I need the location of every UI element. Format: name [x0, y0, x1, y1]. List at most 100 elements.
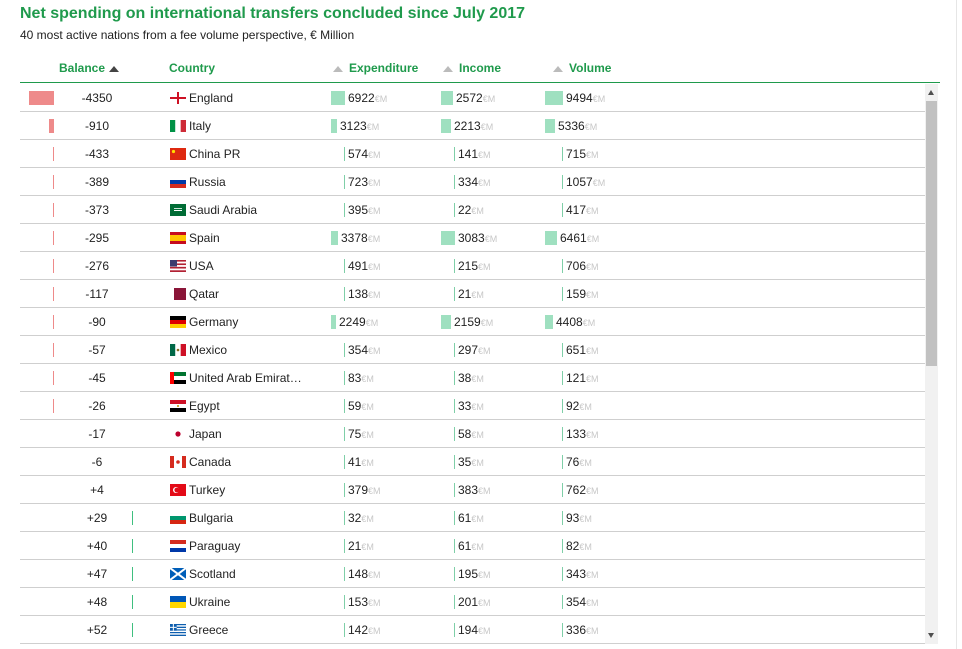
table-row[interactable]: +29 Bulgaria 32€M 61€M 93€M — [20, 504, 925, 532]
volume-bar — [562, 623, 563, 637]
table-row[interactable]: -17 Japan 75€M 58€M 133€M — [20, 420, 925, 448]
table-row[interactable]: -45 United Arab Emirat… 83€M 38€M 121€M — [20, 364, 925, 392]
table-row[interactable]: -57 Mexico 354€M 297€M 651€M — [20, 336, 925, 364]
balance-bar — [53, 287, 54, 301]
expenditure-bar — [344, 539, 345, 553]
bulgaria-flag-icon — [170, 512, 186, 524]
volume-value: 762€M — [566, 483, 599, 497]
scroll-down-arrow-icon[interactable] — [928, 633, 934, 638]
country-name: Spain — [189, 231, 220, 245]
balance-column-header[interactable]: Balance — [59, 61, 120, 75]
volume-amount: 336 — [566, 623, 587, 637]
sort-ascending-icon — [109, 65, 120, 72]
income-bar — [441, 91, 453, 105]
table-row[interactable]: -373 Saudi Arabia 395€M 22€M 417€M — [20, 196, 925, 224]
balance-bar — [53, 399, 54, 413]
unit-label: €M — [368, 290, 381, 300]
table-row[interactable]: -26 Egypt 59€M 33€M 92€M — [20, 392, 925, 420]
income-amount: 33 — [458, 399, 472, 413]
unit-label: €M — [582, 318, 596, 328]
volume-value: 76€M — [566, 455, 592, 469]
volume-bar — [562, 511, 563, 525]
volume-column-header[interactable]: Volume — [553, 61, 611, 75]
volume-bar — [562, 259, 563, 273]
volume-amount: 76 — [566, 455, 580, 469]
table-row[interactable]: +47 Scotland 148€M 195€M 343€M — [20, 560, 925, 588]
country-column-header[interactable]: Country — [169, 61, 215, 75]
table-row[interactable]: -90 Germany 2249€M 2159€M 4408€M — [20, 308, 925, 336]
country-name: Turkey — [189, 483, 226, 497]
country-name: Paraguay — [189, 539, 241, 553]
vertical-scrollbar[interactable] — [925, 84, 938, 644]
volume-bar — [562, 147, 563, 161]
unit-label: €M — [579, 458, 592, 468]
table-row[interactable]: -4350 England 6922€M 2572€M 9494€M — [20, 84, 925, 112]
table-row[interactable]: -6 Canada 41€M 35€M 76€M — [20, 448, 925, 476]
country-header-label: Country — [169, 61, 215, 75]
income-amount: 334 — [458, 175, 479, 189]
balance-value: +48 — [86, 595, 108, 609]
unit-label: €M — [368, 346, 381, 356]
income-bar — [454, 539, 455, 553]
table-row[interactable]: +40 Paraguay 21€M 61€M 82€M — [20, 532, 925, 560]
table-row[interactable]: -117 Qatar 138€M 21€M 159€M — [20, 280, 925, 308]
volume-bar — [562, 539, 563, 553]
balance-value: -373 — [84, 203, 110, 217]
volume-value: 715€M — [566, 147, 599, 161]
expenditure-amount: 75 — [348, 427, 362, 441]
volume-bar — [562, 371, 563, 385]
expenditure-value: 2249€M — [339, 315, 378, 329]
volume-value: 354€M — [566, 595, 599, 609]
balance-bar — [132, 511, 133, 525]
table-row[interactable]: +48 Ukraine 153€M 201€M 354€M — [20, 588, 925, 616]
balance-bar — [53, 231, 54, 245]
expenditure-value: 3378€M — [341, 231, 380, 245]
income-value: 38€M — [458, 371, 484, 385]
expenditure-bar — [344, 371, 345, 385]
table-row[interactable]: +52 Greece 142€M 194€M 336€M — [20, 616, 925, 644]
unit-label: €M — [579, 542, 592, 552]
balance-bar — [53, 203, 54, 217]
income-column-header[interactable]: Income — [443, 61, 501, 75]
expenditure-column-header[interactable]: Expenditure — [333, 61, 418, 75]
unit-label: €M — [586, 262, 599, 272]
income-amount: 195 — [458, 567, 479, 581]
volume-bar — [562, 567, 563, 581]
turkey-flag-icon — [170, 484, 186, 496]
expenditure-value: 21€M — [348, 539, 374, 553]
table-row[interactable]: -389 Russia 723€M 334€M 1057€M — [20, 168, 925, 196]
balance-bar — [53, 259, 54, 273]
balance-bar — [53, 147, 54, 161]
balance-value: +4 — [90, 483, 104, 497]
expenditure-bar — [344, 567, 345, 581]
table-row[interactable]: -276 USA 491€M 215€M 706€M — [20, 252, 925, 280]
expenditure-bar — [331, 91, 345, 105]
unit-label: €M — [478, 262, 491, 272]
volume-value: 92€M — [566, 399, 592, 413]
volume-value: 4408€M — [556, 315, 595, 329]
income-bar — [454, 259, 455, 273]
income-amount: 35 — [458, 455, 472, 469]
volume-amount: 159 — [566, 287, 587, 301]
table-row[interactable]: -295 Spain 3378€M 3083€M 6461€M — [20, 224, 925, 252]
income-bar — [454, 595, 455, 609]
table-body[interactable]: -4350 England 6922€M 2572€M 9494€M -910 Italy 3… — [20, 84, 925, 644]
unit-label: €M — [368, 178, 381, 188]
sort-icon — [553, 65, 563, 72]
unit-label: €M — [471, 542, 484, 552]
volume-amount: 715 — [566, 147, 587, 161]
expenditure-value: 59€M — [348, 399, 374, 413]
unit-label: €M — [361, 458, 374, 468]
table-row[interactable]: +4 Turkey 379€M 383€M 762€M — [20, 476, 925, 504]
table-row[interactable]: -910 Italy 3123€M 2213€M 5336€M — [20, 112, 925, 140]
unit-label: €M — [586, 150, 599, 160]
balance-value: +29 — [86, 511, 108, 525]
expenditure-value: 153€M — [348, 595, 381, 609]
expenditure-bar — [331, 231, 338, 245]
scroll-up-arrow-icon[interactable] — [928, 90, 934, 95]
income-bar — [441, 315, 451, 329]
unit-label: €M — [586, 290, 599, 300]
country-name: Saudi Arabia — [189, 203, 258, 217]
table-row[interactable]: -433 China PR 574€M 141€M 715€M — [20, 140, 925, 168]
scrollbar-thumb[interactable] — [926, 101, 937, 366]
